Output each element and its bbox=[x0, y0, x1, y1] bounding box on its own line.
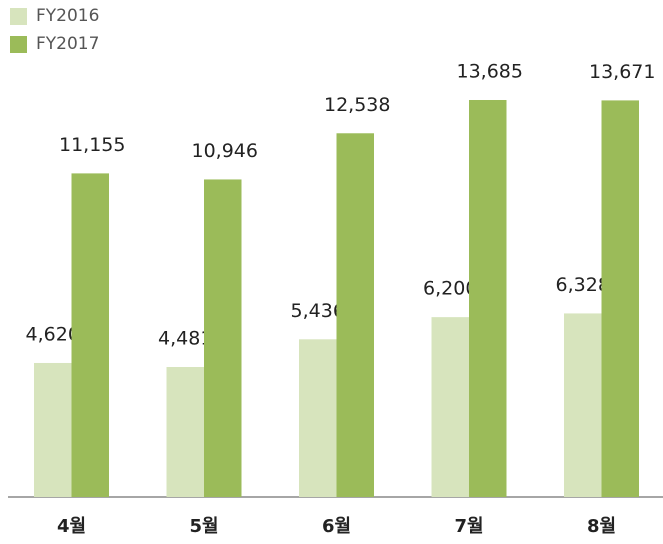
value-label: 4,481 bbox=[158, 328, 212, 350]
x-tick-label: 5월 bbox=[189, 516, 218, 537]
x-tick-label: 8월 bbox=[587, 516, 616, 537]
legend-swatch bbox=[10, 36, 27, 53]
value-label: 11,155 bbox=[59, 134, 125, 156]
bar bbox=[601, 100, 639, 497]
value-label: 4,620 bbox=[26, 323, 80, 345]
bar bbox=[431, 317, 469, 497]
bar bbox=[166, 367, 204, 497]
value-label: 13,685 bbox=[457, 60, 523, 82]
value-label: 5,436 bbox=[291, 300, 345, 322]
bar bbox=[564, 313, 602, 497]
legend-label: FY2017 bbox=[36, 34, 99, 54]
bar bbox=[469, 99, 507, 497]
value-label: 6,200 bbox=[423, 278, 477, 300]
value-label: 13,671 bbox=[589, 61, 655, 83]
legend-swatch bbox=[10, 8, 27, 25]
x-tick-label: 6월 bbox=[322, 516, 351, 537]
bar bbox=[34, 362, 72, 497]
x-tick-label: 7월 bbox=[454, 516, 483, 537]
value-label: 6,328 bbox=[556, 274, 610, 296]
bar bbox=[336, 133, 374, 497]
bar bbox=[71, 173, 109, 498]
bar bbox=[204, 179, 242, 497]
value-label: 10,946 bbox=[192, 140, 258, 162]
value-label: 12,538 bbox=[324, 94, 390, 116]
x-tick-label: 4월 bbox=[57, 516, 86, 537]
bar bbox=[299, 339, 337, 497]
legend-label: FY2016 bbox=[36, 6, 99, 26]
